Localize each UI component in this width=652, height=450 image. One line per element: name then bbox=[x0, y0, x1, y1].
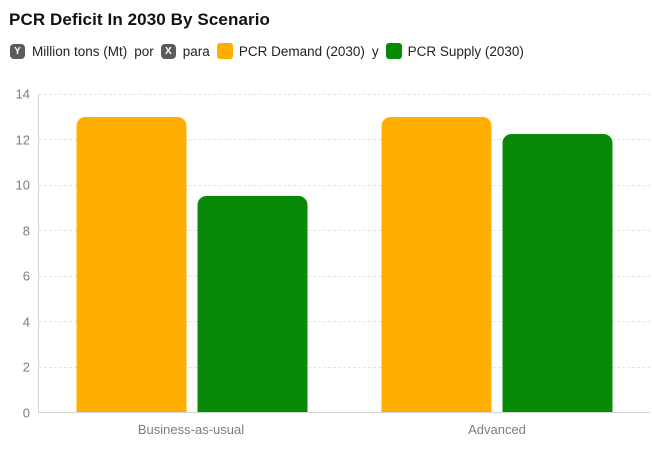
x-axis-label: para bbox=[182, 43, 210, 59]
demand-swatch-icon bbox=[216, 43, 233, 59]
chart-legend: Y Million tons (Mt) por X para PCR Deman… bbox=[10, 43, 652, 59]
y-tick-label-14: 14 bbox=[15, 86, 30, 102]
plot-row: 0 2 4 6 8 10 12 14 bbox=[0, 87, 652, 421]
bar-pcr-demand-2030-advanced[interactable] bbox=[381, 116, 492, 412]
y-axis-badge: Y bbox=[10, 43, 25, 59]
gridline-10 bbox=[39, 184, 650, 186]
gridline-4 bbox=[39, 321, 650, 323]
y-tick-label-12: 12 bbox=[15, 132, 30, 148]
x-axis-labels: Business-as-usual Advanced bbox=[38, 413, 650, 441]
chart-title: PCR Deficit In 2030 By Scenario bbox=[9, 10, 271, 29]
y-tick-label-10: 10 bbox=[15, 177, 30, 193]
gridline-14 bbox=[39, 94, 650, 95]
legend-word-por: por bbox=[134, 43, 154, 59]
y-tick-label-2: 2 bbox=[22, 359, 30, 375]
y-tick-label-0: 0 bbox=[22, 405, 30, 421]
y-tick-label-8: 8 bbox=[22, 223, 30, 239]
y-tick-label-4: 4 bbox=[22, 314, 30, 330]
bar-pcr-supply-2030-advanced[interactable] bbox=[502, 133, 613, 412]
y-axis-labels: 0 2 4 6 8 10 12 14 bbox=[0, 87, 38, 421]
bar-pcr-supply-2030-business-as-usual[interactable] bbox=[197, 196, 308, 412]
supply-swatch-icon bbox=[385, 43, 402, 59]
legend-label-supply: PCR Supply (2030) bbox=[407, 43, 524, 59]
chart-widget: PCR Deficit In 2030 By Scenario Y Millio… bbox=[0, 10, 652, 450]
bar-chart: 0 2 4 6 8 10 12 14 Business-as-usual Advanced bbox=[0, 87, 652, 441]
bar-group-business-as-usual bbox=[76, 94, 308, 412]
gridline-6 bbox=[39, 275, 650, 277]
x-tick-label-advanced: Advanced bbox=[468, 422, 526, 437]
x-tick-label-business-as-usual: Business-as-usual bbox=[137, 422, 245, 437]
gridline-2 bbox=[39, 366, 650, 368]
legend-word-y: y bbox=[371, 43, 379, 59]
y-axis-label: Million tons (Mt) bbox=[32, 43, 128, 59]
y-tick-label-6: 6 bbox=[22, 268, 30, 284]
bar-group-advanced bbox=[381, 94, 613, 412]
plot-area bbox=[38, 94, 650, 413]
legend-label-demand: PCR Demand (2030) bbox=[238, 43, 365, 59]
gridline-12 bbox=[39, 139, 650, 141]
x-axis-badge: X bbox=[160, 43, 176, 59]
legend-item-supply[interactable]: PCR Supply (2030) bbox=[385, 43, 524, 59]
legend-item-demand[interactable]: PCR Demand (2030) bbox=[216, 43, 365, 59]
gridline-8 bbox=[39, 230, 650, 232]
bar-pcr-demand-2030-business-as-usual[interactable] bbox=[76, 116, 187, 412]
